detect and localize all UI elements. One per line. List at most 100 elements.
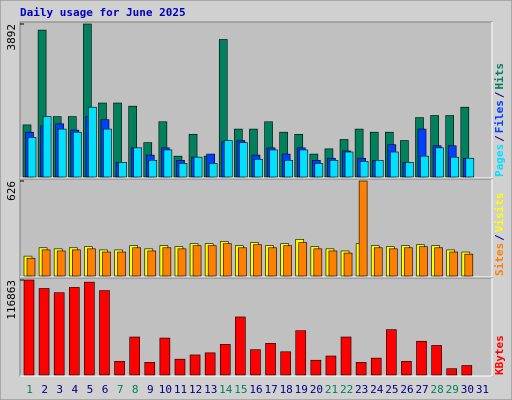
bar	[148, 160, 158, 178]
bar	[88, 106, 97, 178]
bar	[192, 245, 202, 277]
bar	[298, 242, 308, 277]
legend-separator: /	[493, 91, 506, 98]
x-tick-label: 5	[87, 383, 94, 396]
x-tick-label: 30	[461, 383, 474, 396]
bar	[283, 245, 292, 277]
bar	[178, 163, 188, 178]
bar	[53, 292, 65, 376]
bar	[132, 247, 141, 277]
bar	[72, 131, 82, 178]
x-tick-label: 29	[446, 383, 459, 396]
bar	[223, 140, 233, 178]
bar	[434, 247, 443, 277]
bar	[254, 158, 263, 178]
bar	[446, 368, 458, 376]
x-tick-label: 31	[476, 383, 489, 396]
bar	[238, 247, 247, 277]
bar	[329, 160, 339, 178]
bar	[159, 337, 171, 376]
x-tick-label: 7	[117, 383, 124, 396]
legend-entry: Hits	[493, 63, 506, 90]
bar	[390, 151, 399, 178]
bar	[219, 344, 231, 376]
bar	[405, 162, 414, 178]
x-tick-label: 4	[72, 383, 79, 396]
bar	[222, 243, 232, 277]
legend-entry: Visits	[493, 193, 506, 233]
x-tick-label: 11	[174, 383, 187, 396]
y-tick-label: 626	[5, 181, 18, 201]
bar	[71, 249, 81, 277]
bar	[27, 137, 37, 178]
bar	[265, 343, 276, 376]
bar	[23, 279, 35, 376]
bar	[177, 248, 187, 277]
legend: Pages/Files/Hits	[493, 63, 506, 177]
bar	[235, 316, 246, 376]
bar	[359, 161, 369, 178]
bar	[87, 248, 96, 277]
x-tick-label: 2	[41, 383, 48, 396]
bar	[358, 180, 368, 277]
x-tick-label: 24	[370, 383, 384, 396]
legend-entry: Files	[493, 100, 506, 133]
x-tick-label: 16	[249, 383, 262, 396]
x-tick-label: 21	[325, 383, 338, 396]
bar	[208, 163, 218, 178]
x-tick-label: 13	[204, 383, 217, 396]
y-tick-label: 3892	[5, 24, 18, 51]
bar	[343, 252, 353, 277]
bar	[386, 329, 397, 376]
x-tick-label: 9	[147, 383, 154, 396]
bar	[435, 147, 444, 178]
bar	[268, 247, 277, 277]
bar	[189, 354, 201, 376]
x-tick-label: 26	[400, 383, 413, 396]
bar	[420, 155, 429, 178]
bar	[373, 247, 383, 277]
legend-separator: /	[493, 234, 506, 241]
bar	[325, 355, 337, 376]
bar	[253, 244, 262, 277]
x-tick-label: 22	[340, 383, 353, 396]
bar	[84, 281, 95, 376]
x-tick-label: 19	[295, 383, 308, 396]
x-tick-label: 25	[385, 383, 398, 396]
bar	[314, 163, 324, 178]
bar	[129, 336, 140, 376]
x-tick-label: 10	[159, 383, 172, 396]
legend: KBytes	[493, 335, 506, 375]
bar	[56, 250, 66, 277]
x-tick-label: 20	[310, 383, 323, 396]
legend: Sites /Visits	[493, 193, 506, 277]
bar	[99, 290, 110, 376]
bar	[401, 360, 412, 376]
legend-entry: KBytes	[493, 335, 506, 375]
x-tick-label: 3	[56, 383, 63, 396]
bar	[102, 251, 111, 277]
bar	[449, 251, 459, 277]
bar	[174, 358, 186, 376]
bar	[41, 249, 51, 277]
bar	[57, 128, 67, 178]
y-tick-label: 116863	[5, 280, 18, 320]
x-tick-label: 8	[132, 383, 139, 396]
bar	[299, 149, 309, 178]
bar	[464, 253, 474, 277]
bar	[114, 360, 125, 376]
bar	[431, 345, 442, 376]
bar	[239, 142, 248, 178]
bar	[461, 365, 473, 376]
x-tick-label: 15	[234, 383, 247, 396]
bar	[147, 250, 157, 277]
bar	[465, 157, 475, 178]
bar	[42, 116, 52, 178]
bar	[250, 349, 261, 376]
bar	[416, 340, 427, 376]
bar	[284, 160, 293, 178]
bar	[280, 351, 291, 376]
x-tick-label: 23	[355, 383, 368, 396]
bar	[269, 149, 278, 178]
x-tick-label: 27	[415, 383, 428, 396]
